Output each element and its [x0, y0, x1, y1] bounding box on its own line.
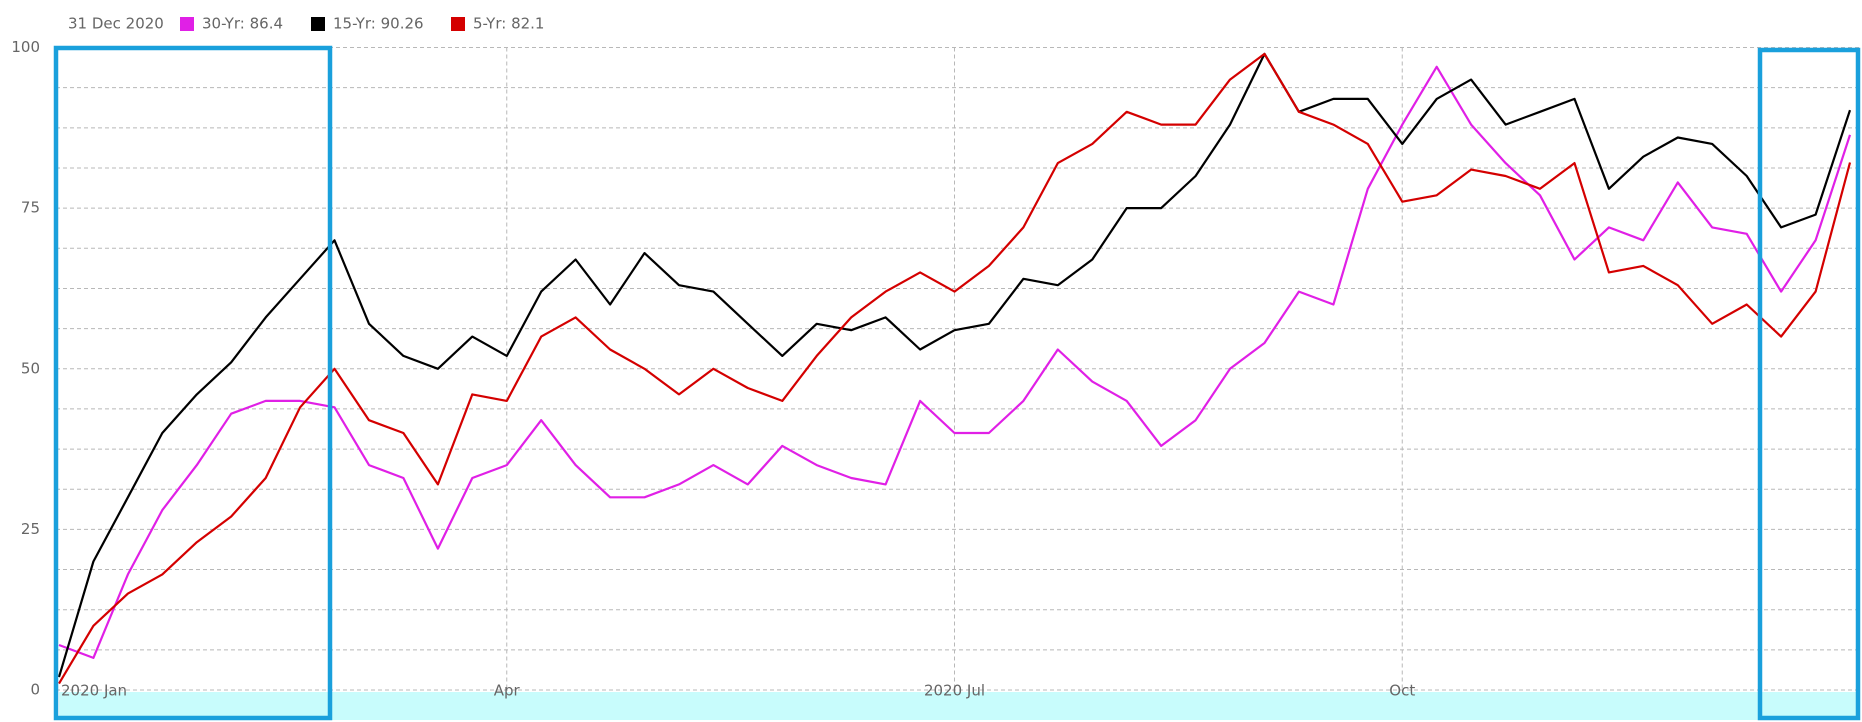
legend-label: 30-Yr: 86.4 [202, 15, 283, 33]
lines [57, 52, 1852, 685]
highlight-box [1757, 47, 1861, 721]
date-label: 31 Dec 2020 [68, 15, 164, 33]
legend-swatch [311, 17, 325, 31]
y-tick-label: 0 [30, 681, 40, 699]
x-tick-label: Oct [1389, 682, 1415, 700]
labels: 0 25 50 75 100 2020 Jan Apr 2020 Jul Oct 30-Yr: 8… [11, 15, 1415, 700]
highlight-box [53, 45, 333, 721]
x-tick-label: Apr [494, 682, 521, 700]
series-line [57, 52, 1852, 678]
legend-label: 5-Yr: 82.1 [473, 15, 544, 33]
x-tick-label: 2020 Jul [924, 682, 985, 700]
y-tick-label: 100 [11, 38, 40, 56]
legend-label: 15-Yr: 90.26 [333, 15, 424, 33]
legend-swatch [451, 17, 465, 31]
legend-swatch [180, 17, 194, 31]
y-tick-label: 25 [21, 520, 40, 538]
y-tick-label: 50 [21, 359, 40, 377]
highlight-band [59, 692, 1859, 720]
series-line [58, 52, 1852, 685]
x-tick-label: 2020 Jan [61, 682, 127, 700]
series-line [58, 65, 1852, 659]
y-tick-label: 75 [21, 199, 40, 217]
